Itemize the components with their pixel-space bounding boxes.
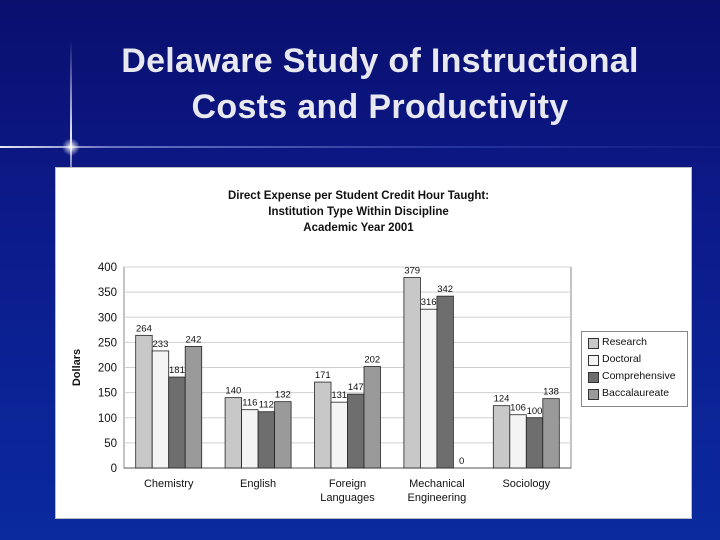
legend-label-baccalaureate: Baccalaureate <box>602 387 670 399</box>
bar-research-2 <box>314 381 332 469</box>
bar-comprehensive-1 <box>257 411 276 469</box>
data-label: 379 <box>404 266 420 277</box>
bar-research-1 <box>224 397 243 469</box>
data-label: 116 <box>242 398 257 409</box>
data-label: 140 <box>225 386 241 397</box>
lens-flare-vertical <box>70 40 72 200</box>
y-tick-label: 50 <box>104 438 117 450</box>
chart-title-line-2: Institution Type Within Discipline <box>268 206 449 218</box>
y-tick-label: 300 <box>98 312 117 324</box>
slide-title-line-2: Costs and Productivity <box>191 88 569 126</box>
legend-label-comprehensive: Comprehensive <box>602 370 676 382</box>
bar-research-4 <box>492 405 511 469</box>
y-tick-label: 150 <box>98 388 117 400</box>
x-tick-label: English <box>240 478 276 490</box>
lens-flare-center <box>62 138 80 156</box>
bar-doctoral-0 <box>151 350 170 469</box>
data-label: 100 <box>527 406 543 417</box>
data-label: 147 <box>348 382 364 393</box>
bar-comprehensive-2 <box>347 393 365 469</box>
chart-title-line-1: Direct Expense per Student Credit Hour T… <box>227 190 490 202</box>
legend-label-doctoral: Doctoral <box>602 353 642 365</box>
bar-doctoral-1 <box>241 409 259 469</box>
legend-swatch-baccalaureate <box>588 389 599 400</box>
x-tick-label: Chemistry <box>144 478 194 490</box>
data-label: 106 <box>510 403 526 414</box>
data-label: 342 <box>437 284 453 295</box>
slide-title-line-1: Delaware Study of Instructional <box>121 42 639 80</box>
bar-doctoral-2 <box>330 401 348 469</box>
data-label: 132 <box>275 390 291 401</box>
chart-title-line-3: Academic Year 2001 <box>303 222 414 234</box>
bar-baccalaureate-4 <box>542 398 560 469</box>
bar-doctoral-3 <box>419 308 438 469</box>
y-tick-label: 400 <box>98 262 117 274</box>
chart-title: Direct Expense per Student Credit Hour T… <box>56 188 661 236</box>
chart-panel: Direct Expense per Student Credit Hour T… <box>55 167 692 519</box>
slide-title: Delaware Study of Instructional Costs an… <box>0 38 720 130</box>
y-tick-label: 350 <box>98 287 117 299</box>
data-label: 316 <box>421 297 437 308</box>
data-label: 233 <box>153 339 169 350</box>
bar-baccalaureate-2 <box>363 366 381 469</box>
bar-baccalaureate-1 <box>274 401 292 469</box>
x-tick-label: Engineering <box>408 492 467 504</box>
data-label: 242 <box>186 334 202 345</box>
bar-research-3 <box>403 277 421 469</box>
data-label: 138 <box>543 387 559 398</box>
y-tick-label: 100 <box>98 413 117 425</box>
x-tick-label: Foreign <box>329 478 366 490</box>
data-label: 264 <box>136 323 152 334</box>
y-tick-label: 250 <box>98 337 117 349</box>
y-axis-label: Dollars <box>71 349 83 386</box>
data-label: 131 <box>331 390 347 401</box>
legend-swatch-comprehensive <box>588 372 599 383</box>
y-tick-label: 200 <box>98 363 117 375</box>
x-tick-label: Languages <box>320 492 375 504</box>
bar-doctoral-4 <box>509 414 527 469</box>
data-label: 202 <box>364 354 380 365</box>
data-label: 181 <box>169 365 185 376</box>
chart-legend: Research Doctoral Comprehensive Baccalau… <box>581 331 688 407</box>
y-tick-label: 0 <box>111 463 117 475</box>
bar-comprehensive-3 <box>436 295 454 469</box>
x-tick-label: Sociology <box>502 478 550 490</box>
legend-label-research: Research <box>602 336 647 348</box>
data-label: 124 <box>494 394 510 405</box>
x-tick-label: Mechanical <box>409 478 465 490</box>
bar-research-0 <box>135 334 153 469</box>
data-label: 112 <box>259 400 274 411</box>
legend-swatch-doctoral <box>588 355 599 366</box>
bar-comprehensive-4 <box>525 417 544 469</box>
lens-flare-horizontal <box>0 146 720 148</box>
data-label: 0 <box>459 456 464 467</box>
data-label: 171 <box>315 370 331 381</box>
bar-baccalaureate-0 <box>184 345 203 469</box>
bar-comprehensive-0 <box>168 376 186 469</box>
legend-swatch-research <box>588 338 599 349</box>
